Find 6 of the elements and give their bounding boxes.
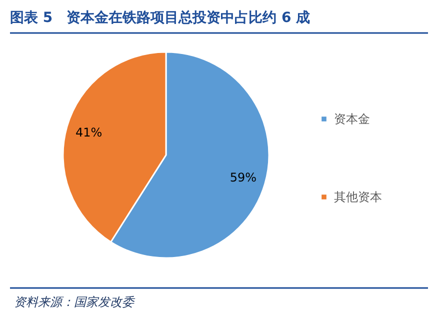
chart-title: 图表 5 资本金在铁路项目总投资中占比约 6 成 [10,10,310,26]
data-label: 41% [76,126,102,140]
text: 资料来源：国家发改委 [14,295,136,309]
legend-label: 资本金 [334,112,370,126]
legend-label: 其他资本 [334,190,382,204]
data-label: 59% [230,170,256,184]
